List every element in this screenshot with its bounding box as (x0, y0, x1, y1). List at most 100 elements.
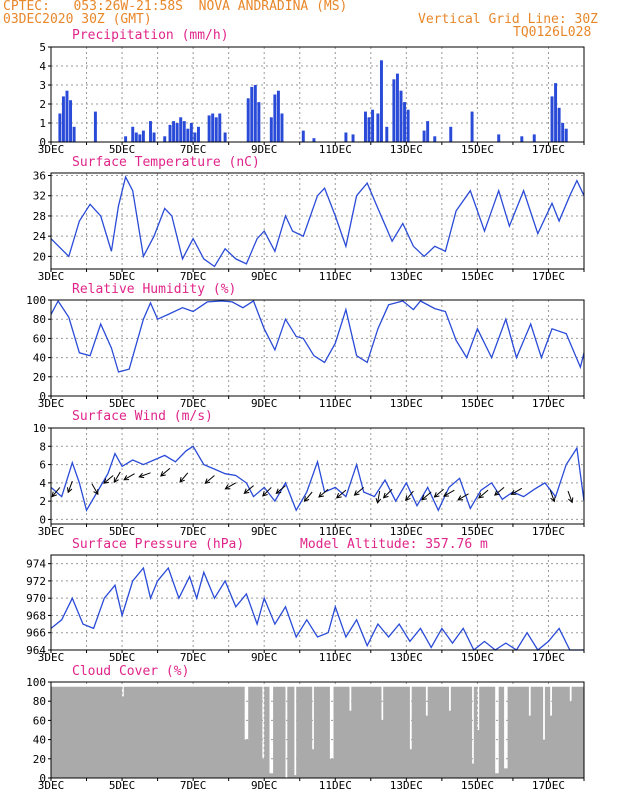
wind-wind-arrow-head (138, 472, 145, 479)
precip-bar (214, 117, 218, 142)
temp-xtick-label: 5DEC (109, 270, 136, 283)
humidity-ytick-label: 80 (33, 313, 46, 326)
wind-xtick-label: 11DEC (319, 525, 352, 538)
wind-wind-arrow (377, 490, 381, 503)
precip-xtick-label: 15DEC (461, 143, 494, 156)
precip-ytick-label: 2 (39, 98, 46, 111)
pressure-ytick-label: 964 (26, 644, 46, 657)
humidity-xtick-label: 11DEC (319, 397, 352, 410)
humidity-ytick-label: 60 (33, 332, 46, 345)
precip-bar (93, 111, 97, 142)
temp-xtick-label: 13DEC (390, 270, 423, 283)
precip-bar (175, 123, 179, 142)
wind-xtick-label: 5DEC (109, 525, 136, 538)
wind-wind-arrow (91, 483, 99, 495)
cloud-xtick-label: 3DEC (38, 779, 65, 792)
wind-wind-arrow-head (113, 477, 119, 484)
precip-bar (250, 86, 254, 142)
humidity-frame (50, 299, 585, 397)
wind-ytick-label: 4 (39, 477, 46, 490)
precip-bar (269, 117, 273, 142)
panel-title-cloud-cover: Cloud Cover (%) (72, 664, 190, 679)
precip-bar (223, 132, 227, 142)
pressure-xtick-label: 11DEC (319, 651, 352, 664)
wind-wind-arrow (494, 487, 505, 496)
wind-wind-arrow-head (353, 490, 360, 496)
wind-wind-arrow-head (568, 497, 574, 504)
wind-wind-arrow (443, 489, 455, 497)
precip-bar (58, 113, 62, 142)
panel-title-wind: Surface Wind (m/s) (72, 409, 213, 424)
precip-xtick-label: 3DEC (38, 143, 65, 156)
temp-ytick-label: 32 (33, 190, 46, 203)
wind-wind-arrow-head (303, 496, 310, 502)
precip-bar (557, 107, 561, 142)
humidity-ytick-label: 40 (33, 352, 46, 365)
precip-bar (344, 132, 348, 142)
precip-bar (246, 98, 250, 142)
wind-wind-arrow-head (433, 492, 440, 498)
wind-wind-arrow (354, 487, 365, 496)
temp-ytick-label: 28 (33, 210, 46, 223)
humidity-xtick-label: 17DEC (532, 397, 565, 410)
pressure-xtick-label: 13DEC (390, 651, 423, 664)
wind-wind-arrow (139, 472, 151, 478)
wind-wind-arrow (225, 482, 237, 490)
wind-wind-arrow (160, 467, 171, 477)
wind-wind-arrow (567, 490, 573, 503)
cloud-ytick-label: 0 (39, 772, 46, 785)
precip-xtick-label: 11DEC (319, 143, 352, 156)
precip-bar (211, 113, 215, 142)
wind-wind-arrow-head (421, 494, 428, 501)
precip-bar (351, 134, 355, 142)
temp-xtick-label: 9DEC (251, 270, 278, 283)
wind-ytick-label: 10 (33, 422, 46, 435)
cloud-xtick-label: 5DEC (109, 779, 136, 792)
humidity-xtick-label: 13DEC (390, 397, 423, 410)
precip-bar (406, 109, 410, 142)
wind-wind-arrow-head (93, 489, 99, 496)
precip-bar (131, 126, 135, 142)
wind-wind-arrow (51, 487, 61, 497)
wind-wind-arrow (204, 475, 215, 484)
pressure-xtick-label: 3DEC (38, 651, 65, 664)
precip-bar (186, 128, 190, 142)
precip-ytick-label: 4 (39, 60, 46, 73)
humidity-xtick-label: 9DEC (251, 397, 278, 410)
panel-title-humidity: Relative Humidity (%) (72, 282, 237, 297)
precip-bar (276, 90, 280, 142)
pressure-xtick-label: 7DEC (180, 651, 207, 664)
wind-xtick-label: 7DEC (180, 525, 207, 538)
wind-wind-arrow (244, 485, 254, 494)
pressure-frame (50, 554, 585, 651)
pressure-xtick-label: 15DEC (461, 651, 494, 664)
temp-xtick-label: 15DEC (461, 270, 494, 283)
precip-bar (312, 138, 316, 142)
precip-bar (554, 83, 558, 142)
precip-bar (564, 128, 568, 142)
precip-bar (172, 121, 176, 142)
wind-wind-arrow-head (443, 491, 449, 497)
pressure-ytick-label: 974 (26, 558, 46, 571)
precip-bar (422, 130, 426, 142)
wind-wind-arrow (383, 488, 393, 499)
humidity-ytick-label: 0 (39, 390, 46, 403)
precip-bar (385, 126, 389, 142)
wind-xtick-label: 9DEC (251, 525, 278, 538)
humidity-series-line (50, 299, 585, 373)
precip-bar (379, 60, 383, 142)
cloud-ytick-label: 20 (33, 753, 46, 766)
precip-bar (149, 121, 152, 142)
precip-bar (363, 111, 367, 142)
precip-bar (497, 134, 501, 142)
precip-xtick-label: 7DEC (180, 143, 207, 156)
cloud-xtick-label: 7DEC (180, 779, 207, 792)
cloud-frame (50, 681, 585, 779)
panel-title-pressure: Surface Pressure (hPa) (72, 537, 245, 552)
wind-wind-arrow (549, 490, 555, 502)
precip-bar (207, 115, 211, 142)
pressure-xtick-label: 17DEC (532, 651, 565, 664)
temp-ytick-label: 36 (33, 170, 46, 183)
wind-wind-arrow (103, 475, 114, 484)
wind-wind-arrow-head (335, 493, 342, 499)
